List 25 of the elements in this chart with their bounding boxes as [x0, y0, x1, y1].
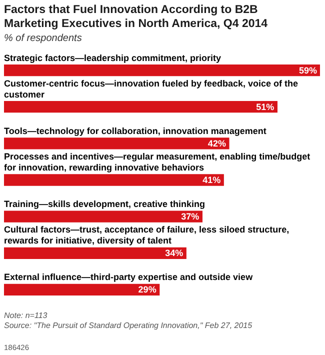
bar — [4, 247, 186, 259]
text: Note: n=113 — [4, 311, 48, 321]
y-tick-label: External influence—third-party expertise and outside view — [4, 272, 254, 282]
data-label: 37% — [181, 212, 200, 222]
y-tick-label: Processes and incentives—regular measurement, enabling time/budget for innovation, rewarding innovative behaviors — [4, 152, 310, 172]
data-label: 29% — [138, 284, 156, 295]
source-note: Source: "The Pursuit of Standard Operating Innovation," Feb 27, 2015 — [4, 321, 254, 331]
bar — [4, 138, 230, 150]
y-tick-label: Tools—technology for collaboration, innovation management — [4, 126, 266, 136]
data-label: 41% — [202, 174, 221, 185]
bar — [4, 284, 160, 296]
bar — [4, 101, 278, 113]
y-tick-label: Training—skills development, creative thinking — [4, 199, 206, 210]
chart-subtitle: % of respondents — [4, 33, 82, 44]
bar — [4, 64, 320, 76]
y-tick-label: Customer-centric focus—innovation fueled by feedback, voice of the customer — [4, 78, 298, 100]
data-label: 59% — [298, 65, 317, 76]
y-tick-label: Cultural factors—trust, acceptance of failure, less siloed structure, rewards for initiative, diversity of talent — [4, 224, 290, 246]
data-label: 42% — [208, 138, 226, 148]
bar — [4, 210, 202, 222]
data-label: 34% — [165, 248, 184, 258]
bar — [4, 174, 224, 186]
data-label: 51% — [256, 102, 274, 112]
chart-title: Factors that Fuel Innovation According to B2B Marketing Executives in North America, Q4 2014 — [4, 3, 269, 31]
y-tick-label: Strategic factors—leadership commitment, priority — [4, 52, 222, 63]
